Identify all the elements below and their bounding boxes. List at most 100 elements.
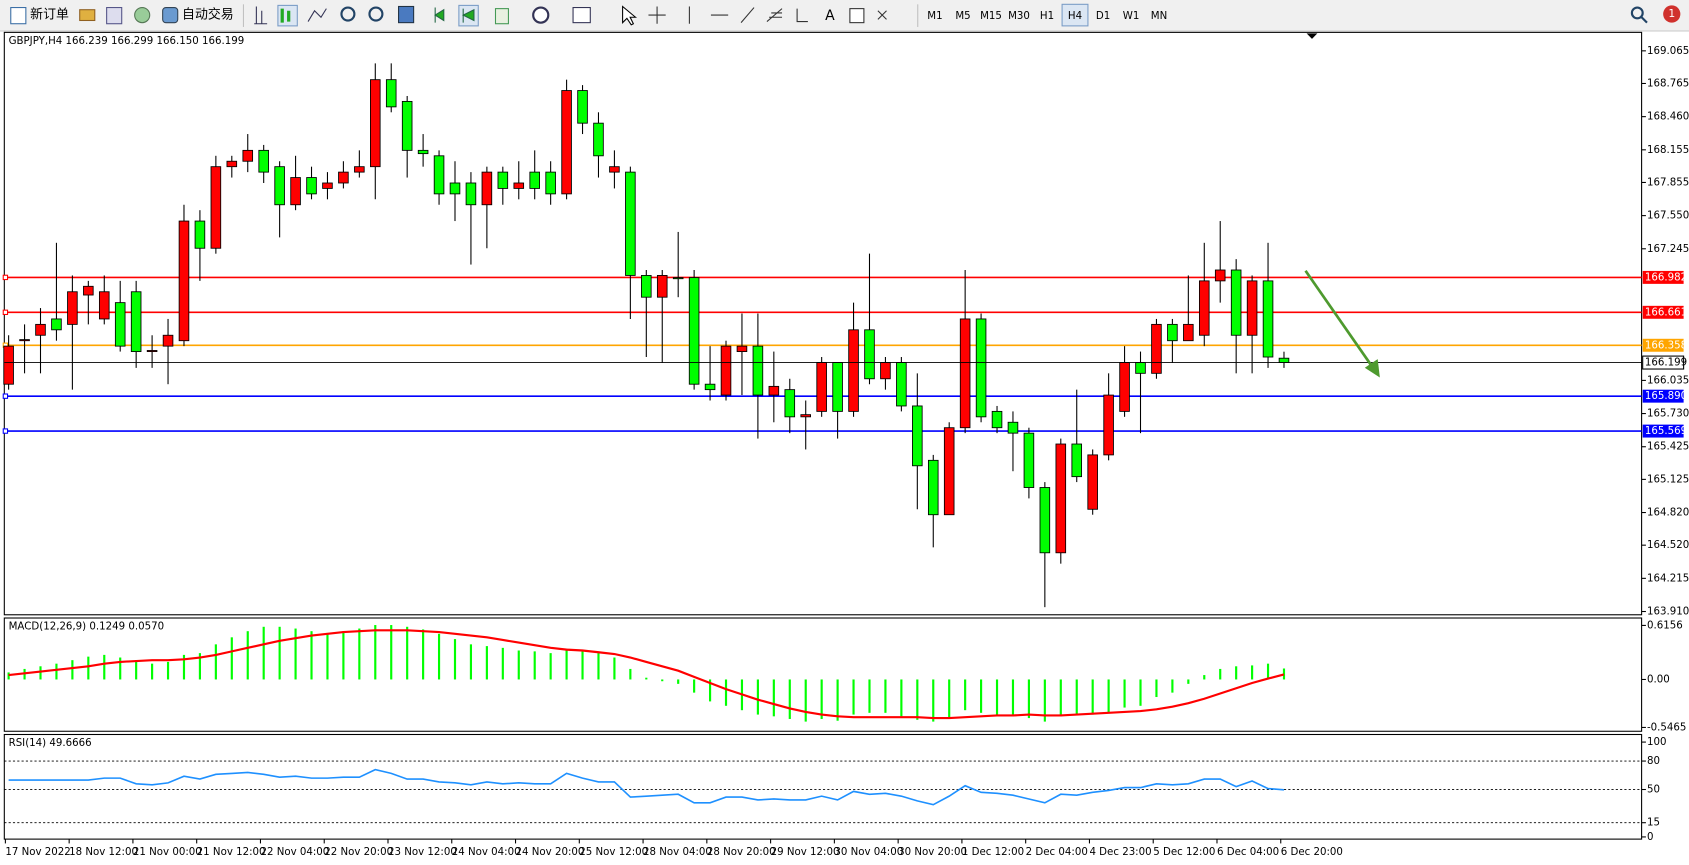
scroll-icon[interactable] [434,7,445,23]
level-label-bg [1642,305,1684,319]
candle-icon[interactable] [280,8,291,23]
y-tick-label: 165.730 [1647,409,1689,420]
candle-body [1023,432,1035,488]
auto-trade-icon[interactable] [162,7,179,24]
macd-bar [900,679,903,717]
x-tick-label: 29 Nov 12:00 [771,847,840,858]
macd-bar [1171,679,1174,693]
new-order-button[interactable]: 新订单 [30,7,69,23]
x-tick-label: 6 Dec 20:00 [1281,847,1343,858]
x-tick-label: 23 Nov 12:00 [388,847,457,858]
shift-icon[interactable] [461,8,475,23]
macd-bar [772,679,775,717]
trendline-icon[interactable] [740,7,755,24]
auto-trade-button[interactable]: 自动交易 [182,7,234,23]
macd-bar [804,679,807,722]
candle-body [912,405,923,467]
y-tick-label: 0 [1647,832,1654,843]
arrows-icon[interactable] [877,10,887,20]
candle-body [146,350,158,353]
candle-body [210,166,222,249]
timeframe-button[interactable]: MN [1151,11,1167,22]
macd-bar [310,631,313,680]
timeframe-button[interactable]: H4 [1068,11,1082,22]
level-label: 165.569 [1645,426,1687,437]
candle-body [194,220,206,249]
tile-icon[interactable] [398,5,415,24]
candle-body [1167,323,1178,342]
line-chart-icon[interactable] [307,8,327,22]
channel-icon[interactable] [766,8,783,22]
macd-bar [453,639,457,680]
macd-bar [932,679,935,722]
fibo-icon[interactable] [796,8,808,23]
level-label: 165.890 [1645,391,1687,402]
periods-icon[interactable] [532,6,550,24]
candle-body [991,410,1003,429]
zoom-out-icon[interactable] [368,6,384,22]
candle-body [927,459,939,516]
text-icon[interactable]: A [825,8,835,24]
notification-badge[interactable] [1663,5,1681,23]
candle-body [784,389,796,418]
tool-icon[interactable] [79,9,96,22]
candle-body [1151,323,1162,374]
candle-body [864,329,875,380]
x-tick-label: 28 Nov 04:00 [643,847,712,858]
label-icon[interactable] [849,8,865,24]
indicators-icon[interactable] [494,8,509,25]
candle-body [433,155,445,195]
timeframe-button[interactable]: M1 [927,11,942,22]
x-tick-label: 4 Dec 23:00 [1089,847,1151,858]
macd-bar [87,656,90,680]
y-tick-label: 165.425 [1647,442,1689,453]
cursor-icon[interactable] [622,5,638,26]
timeframe-button[interactable]: H1 [1040,11,1054,22]
candle-body [816,362,827,412]
templates-icon[interactable] [572,7,591,24]
macd-bar [7,672,10,680]
candle-body [385,79,397,108]
x-tick-label: 30 Nov 20:00 [898,847,967,858]
macd-bar [693,679,696,693]
zoom-in-icon[interactable] [340,6,356,22]
search-icon[interactable] [1630,6,1644,20]
y-tick-label: 15 [1647,818,1660,829]
candle-body [3,345,14,385]
candle-body [417,149,429,155]
candle-body [513,182,525,189]
new-order-icon[interactable] [10,7,27,25]
macd-bar [549,653,552,680]
crosshair-icon[interactable] [648,6,666,24]
macd-bar [151,663,154,680]
timeframe-button[interactable]: M15 [980,11,1002,22]
macd-bar [501,647,504,680]
macd-bar [645,677,648,680]
macd-bar [1155,679,1158,698]
candle-body [67,291,78,325]
toolbar-bg [0,0,1689,32]
candle-body [130,291,142,353]
timeframes: M1 M5 M15 M30 H1 H4 D1 W1 MN [927,3,1167,27]
bar-chart-icon[interactable] [254,6,268,25]
candle-body [162,334,174,347]
candle-body [322,182,333,189]
y-tick-label: 166.035 [1647,375,1689,386]
macd-bar [326,632,329,680]
tool-icon[interactable] [106,7,123,25]
x-tick-label: 22 Nov 04:00 [260,847,329,858]
timeframe-selected[interactable] [1061,3,1089,27]
timeframe-button[interactable]: M30 [1008,11,1030,22]
panel-frame [3,733,1643,840]
timeframe-button[interactable]: D1 [1096,11,1110,22]
timeframe-button[interactable]: W1 [1123,11,1140,22]
macd-bar [374,625,377,680]
macd-bar [55,663,58,680]
toolbar: 新订单 自动交易 A M1 M5 M15 M30 H1 H4 D1 W1 MN [0,0,1689,32]
macd-bar [469,644,473,680]
timeframe-button[interactable]: M5 [955,11,970,22]
candle-body [1246,280,1258,336]
candle-body [752,345,764,396]
tool-icon[interactable] [134,7,151,24]
candle-body [1230,269,1242,336]
